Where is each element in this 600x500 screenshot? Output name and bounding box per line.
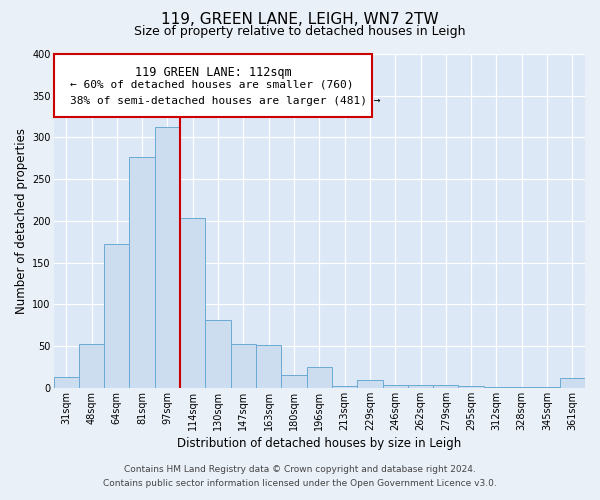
Bar bbox=[53, 377, 79, 388]
Bar bbox=[130, 156, 155, 388]
Bar bbox=[307, 367, 332, 388]
Bar bbox=[433, 386, 458, 388]
Bar bbox=[155, 126, 180, 388]
Bar bbox=[560, 378, 585, 388]
X-axis label: Distribution of detached houses by size in Leigh: Distribution of detached houses by size … bbox=[177, 437, 461, 450]
Bar bbox=[383, 386, 408, 388]
Bar bbox=[180, 218, 205, 388]
Text: 119, GREEN LANE, LEIGH, WN7 2TW: 119, GREEN LANE, LEIGH, WN7 2TW bbox=[161, 12, 439, 28]
Text: 119 GREEN LANE: 112sqm: 119 GREEN LANE: 112sqm bbox=[134, 66, 292, 78]
Bar bbox=[104, 244, 130, 388]
Text: Size of property relative to detached houses in Leigh: Size of property relative to detached ho… bbox=[134, 25, 466, 38]
Bar bbox=[484, 387, 509, 388]
Bar bbox=[281, 374, 307, 388]
Bar bbox=[458, 386, 484, 388]
FancyBboxPatch shape bbox=[53, 54, 373, 118]
Bar bbox=[231, 344, 256, 388]
Bar bbox=[408, 386, 433, 388]
Bar bbox=[535, 387, 560, 388]
Bar bbox=[509, 387, 535, 388]
Text: Contains HM Land Registry data © Crown copyright and database right 2024.
Contai: Contains HM Land Registry data © Crown c… bbox=[103, 466, 497, 487]
Bar bbox=[256, 346, 281, 388]
Text: ← 60% of detached houses are smaller (760): ← 60% of detached houses are smaller (76… bbox=[70, 79, 353, 89]
Text: 38% of semi-detached houses are larger (481) →: 38% of semi-detached houses are larger (… bbox=[70, 96, 380, 106]
Bar bbox=[79, 344, 104, 388]
Y-axis label: Number of detached properties: Number of detached properties bbox=[15, 128, 28, 314]
Bar bbox=[357, 380, 383, 388]
Bar bbox=[332, 386, 357, 388]
Bar bbox=[205, 320, 231, 388]
